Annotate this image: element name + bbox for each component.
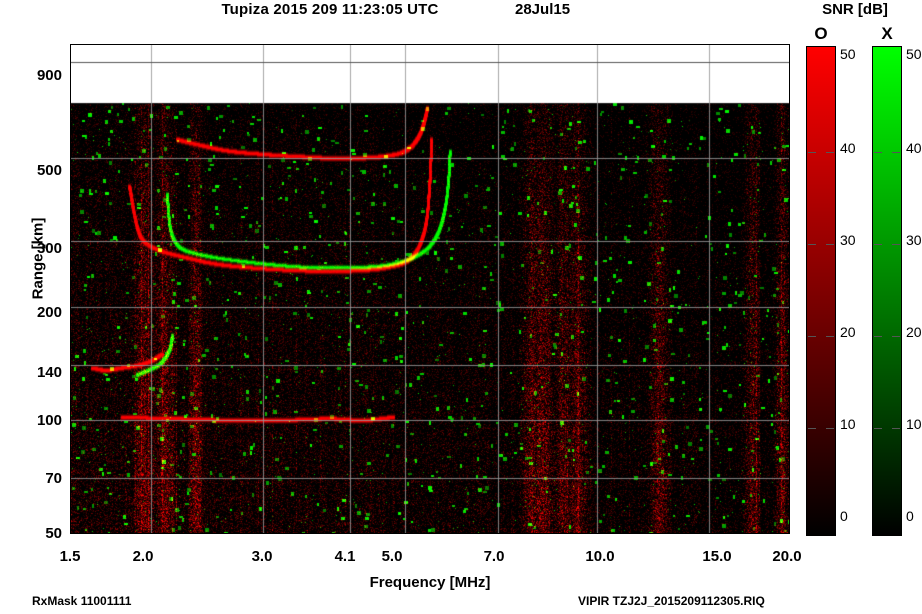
y-tick-900: 900	[36, 67, 62, 84]
colorbar-title: SNR [dB]	[822, 1, 888, 18]
colorbar-x-tick-0: 0	[906, 508, 914, 524]
y-tick-100: 100	[36, 412, 62, 429]
colorbar-o-tick-50: 50	[840, 46, 856, 62]
colorbar-o-dash-r10	[826, 428, 834, 429]
file-id-label: VIPIR TZJ2J_2015209112305.RIQ	[578, 594, 765, 608]
x-tick-5-0: 5.0	[381, 548, 403, 565]
colorbar-o-tick-10: 10	[840, 416, 856, 432]
x-axis-label: Frequency [MHz]	[369, 574, 491, 591]
y-tick-300: 300	[36, 240, 62, 257]
rxmask-label: RxMask 11001111	[32, 594, 132, 608]
colorbar-x-dash-r10	[892, 428, 900, 429]
x-tick-15-0: 15.0	[702, 548, 732, 565]
x-tick-10-0: 10.0	[585, 548, 615, 565]
colorbar-x-tick-30: 30	[906, 232, 922, 248]
x-tick-7-0: 7.0	[483, 548, 505, 565]
y-tick-50: 50	[45, 525, 62, 542]
y-tick-200: 200	[36, 304, 62, 321]
colorbar-x-tick-10: 10	[906, 416, 922, 432]
colorbar-o-dash-r40	[826, 152, 834, 153]
x-tick-3-0: 3.0	[251, 548, 273, 565]
colorbar-o-gradient	[806, 46, 836, 536]
colorbar-x-dash-20	[874, 336, 882, 337]
y-axis-label: Range [km]	[29, 217, 47, 300]
x-tick-2-0: 2.0	[132, 548, 154, 565]
x-tick-4-1: 4.1	[334, 548, 356, 565]
page-title: Tupiza 2015 209 11:23:05 UTC	[221, 1, 439, 18]
colorbar-x-tick-20: 20	[906, 324, 922, 340]
y-tick-70: 70	[45, 470, 62, 487]
colorbar-x-tick-50: 50	[906, 46, 922, 62]
colorbar-o-tick-0: 0	[840, 508, 848, 524]
ionogram-canvas[interactable]	[71, 45, 789, 533]
colorbar-x-tick-40: 40	[906, 140, 922, 156]
colorbar-x-dash-30	[874, 244, 882, 245]
colorbar-o-tick-20: 20	[840, 324, 856, 340]
colorbar-x-dash-r30	[892, 244, 900, 245]
ionogram-plot-area[interactable]	[70, 44, 790, 534]
colorbar-x-header: X	[881, 24, 893, 43]
colorbar-x-dash-r20	[892, 336, 900, 337]
y-tick-140: 140	[36, 364, 62, 381]
colorbar-o-dash-40	[808, 152, 816, 153]
colorbar-o-dash-30	[808, 244, 816, 245]
colorbar-o-dash-r30	[826, 244, 834, 245]
x-tick-20-0: 20.0	[772, 548, 802, 565]
colorbar-o-tick-30: 30	[840, 232, 856, 248]
colorbar-x-dash-40	[874, 152, 882, 153]
date-label: 28Jul15	[515, 1, 571, 18]
y-tick-500: 500	[36, 162, 62, 179]
colorbar-o-dash-20	[808, 336, 816, 337]
colorbar-x-gradient	[872, 46, 902, 536]
colorbar-x-dash-r40	[892, 152, 900, 153]
colorbar-o-tick-40: 40	[840, 140, 856, 156]
colorbar-x-dash-10	[874, 428, 882, 429]
colorbar-o-header: O	[814, 24, 828, 43]
colorbar-o-dash-r20	[826, 336, 834, 337]
x-tick-1-5: 1.5	[59, 548, 81, 565]
colorbar-o-dash-10	[808, 428, 816, 429]
